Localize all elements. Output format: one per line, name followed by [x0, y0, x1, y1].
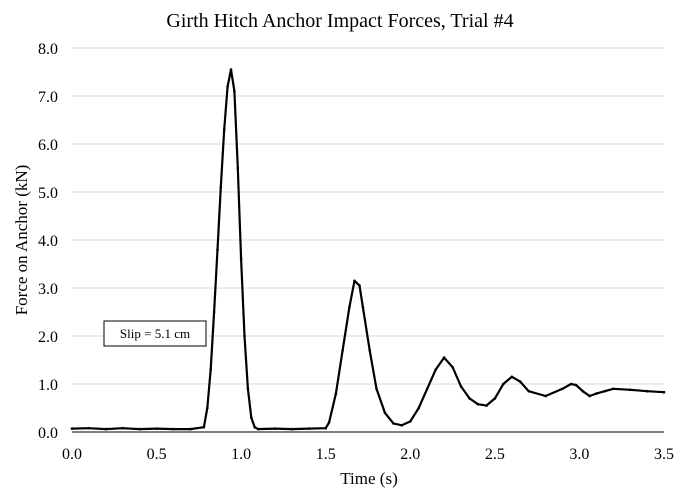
x-tick-label: 0.5 [147, 446, 167, 463]
data-point [189, 427, 192, 431]
data-point [493, 397, 497, 400]
force-series-points [70, 68, 666, 431]
data-point [485, 404, 488, 407]
data-point [219, 185, 223, 189]
data-point [253, 425, 256, 429]
data-point [155, 427, 158, 430]
data-point [202, 425, 206, 429]
slip-annotation-box [103, 320, 207, 347]
y-tick-label: 1.0 [38, 377, 58, 394]
y-tick-label: 3.0 [38, 281, 58, 298]
data-point [527, 389, 530, 393]
data-point [662, 390, 666, 394]
data-point [229, 68, 233, 71]
y-tick-label: 5.0 [38, 185, 58, 202]
data-point [121, 426, 124, 430]
data-point [222, 128, 226, 131]
x-axis-ticks: 0.0 0.5 1.0 1.5 2.0 2.5 3.0 3.5 [62, 446, 674, 463]
data-point [348, 305, 351, 309]
data-point [574, 383, 578, 387]
x-tick-label: 0.0 [62, 446, 82, 463]
data-point [569, 382, 573, 386]
data-point [409, 420, 412, 423]
data-point [334, 392, 338, 395]
data-point [645, 389, 649, 393]
data-point [595, 392, 598, 395]
data-point [561, 387, 564, 391]
data-point [250, 416, 253, 419]
y-tick-label: 0.0 [38, 425, 58, 442]
x-tick-label: 3.0 [569, 446, 589, 463]
data-point [353, 279, 356, 283]
data-point [209, 368, 212, 371]
x-tick-label: 3.5 [654, 446, 674, 463]
data-point [239, 257, 243, 261]
data-point [358, 284, 361, 287]
data-point [612, 387, 615, 391]
data-point [104, 427, 108, 431]
data-point [510, 375, 514, 379]
data-point [368, 349, 372, 352]
data-point [375, 387, 378, 391]
data-point [451, 365, 454, 369]
data-point [442, 356, 446, 359]
data-point [87, 426, 91, 430]
x-tick-label: 1.0 [231, 446, 251, 463]
x-axis-label: Time (s) [340, 469, 397, 488]
data-point [581, 389, 585, 393]
slip-annotation-text: Slip = 5.1 cm [120, 326, 190, 341]
data-point [383, 411, 387, 415]
data-point [392, 422, 395, 425]
y-tick-label: 8.0 [38, 41, 58, 58]
force-series-line [70, 68, 666, 431]
data-point [273, 427, 277, 430]
data-point [246, 387, 250, 391]
data-point [434, 368, 438, 371]
data-point [290, 427, 294, 431]
x-tick-label: 1.5 [316, 446, 336, 463]
y-tick-label: 7.0 [38, 89, 58, 106]
data-point [327, 421, 331, 424]
data-point [256, 427, 260, 431]
data-point [476, 402, 480, 406]
y-tick-label: 6.0 [38, 137, 58, 154]
x-tick-label: 2.0 [400, 446, 420, 463]
data-point [400, 424, 404, 427]
data-point [236, 166, 240, 170]
data-point [628, 388, 632, 392]
data-point [226, 85, 229, 88]
data-point [216, 248, 219, 251]
data-point [603, 389, 607, 393]
chart-title: Girth Hitch Anchor Impact Forces, Trial … [166, 10, 513, 32]
data-point [212, 310, 216, 314]
x-tick-label: 2.5 [485, 446, 505, 463]
data-point [233, 89, 236, 93]
y-axis-label: Force on Anchor (kN) [12, 165, 31, 316]
data-point [459, 385, 463, 388]
data-point [341, 349, 344, 352]
data-point [206, 406, 209, 410]
y-axis-ticks: 0.0 1.0 2.0 3.0 4.0 5.0 6.0 7.0 8.0 [38, 41, 58, 442]
data-point [138, 427, 141, 431]
data-point [588, 394, 591, 398]
y-tick-label: 2.0 [38, 329, 58, 346]
data-point [307, 427, 311, 430]
data-point [425, 387, 429, 391]
data-point [502, 382, 505, 386]
data-point [468, 397, 471, 400]
data-point [243, 334, 246, 338]
slip-annotation: Slip = 5.1 cm [103, 320, 207, 347]
data-point [70, 427, 74, 430]
data-point [518, 380, 522, 383]
data-point [324, 426, 328, 430]
y-tick-label: 4.0 [38, 233, 58, 250]
data-point [361, 305, 365, 309]
data-point [544, 394, 547, 398]
data-point [172, 427, 175, 431]
data-point [417, 406, 421, 410]
